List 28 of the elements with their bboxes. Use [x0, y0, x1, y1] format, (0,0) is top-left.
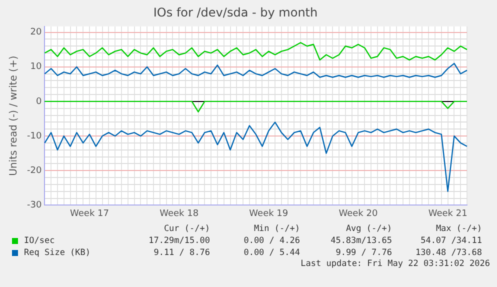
text: Min (-/+): [252, 223, 300, 235]
text: 9.99 / 7.76: [334, 247, 392, 259]
y-tick-label: -30: [26, 200, 42, 211]
x-tick-label: Week 19: [249, 208, 288, 219]
text: 54.07 /34.11: [420, 235, 482, 247]
x-tick-label: Week 21: [428, 208, 468, 219]
text: 17.29m/15.00: [148, 235, 210, 247]
text: 0.00 / 4.26: [242, 235, 300, 247]
text: Last update: Fri May 22 03:31:02 2026: [300, 259, 490, 269]
text: Max (-/+): [434, 223, 482, 235]
text: Avg (-/+): [344, 223, 392, 235]
text: 130.48 /73.68: [414, 247, 482, 259]
y-tick-label: -10: [26, 131, 42, 142]
y-tick-label: -20: [26, 166, 42, 176]
y-tick-label: 20: [30, 28, 42, 38]
legend-label: Req Size (KB): [23, 247, 92, 259]
y-tick-label: 10: [30, 62, 42, 72]
chart-title: IOs for /dev/sda - by month: [153, 5, 318, 20]
x-tick-label: Week 18: [160, 208, 199, 219]
y-tick-label: 0: [36, 96, 42, 107]
x-tick-label: Week 17: [70, 208, 109, 219]
text: 0.00 / 5.44: [242, 247, 300, 259]
y-axis-title: Units read (-) / write (+): [8, 56, 20, 176]
text: Cur (-/+): [162, 223, 210, 235]
legend-label: IO/sec: [23, 235, 56, 247]
text: 45.83m/13.65: [330, 235, 392, 247]
x-tick-label: Week 20: [338, 208, 378, 219]
text: 9.11 / 8.76: [152, 247, 210, 259]
